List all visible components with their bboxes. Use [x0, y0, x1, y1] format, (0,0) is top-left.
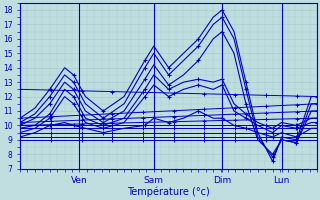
X-axis label: Température (°c): Température (°c) [127, 187, 210, 197]
